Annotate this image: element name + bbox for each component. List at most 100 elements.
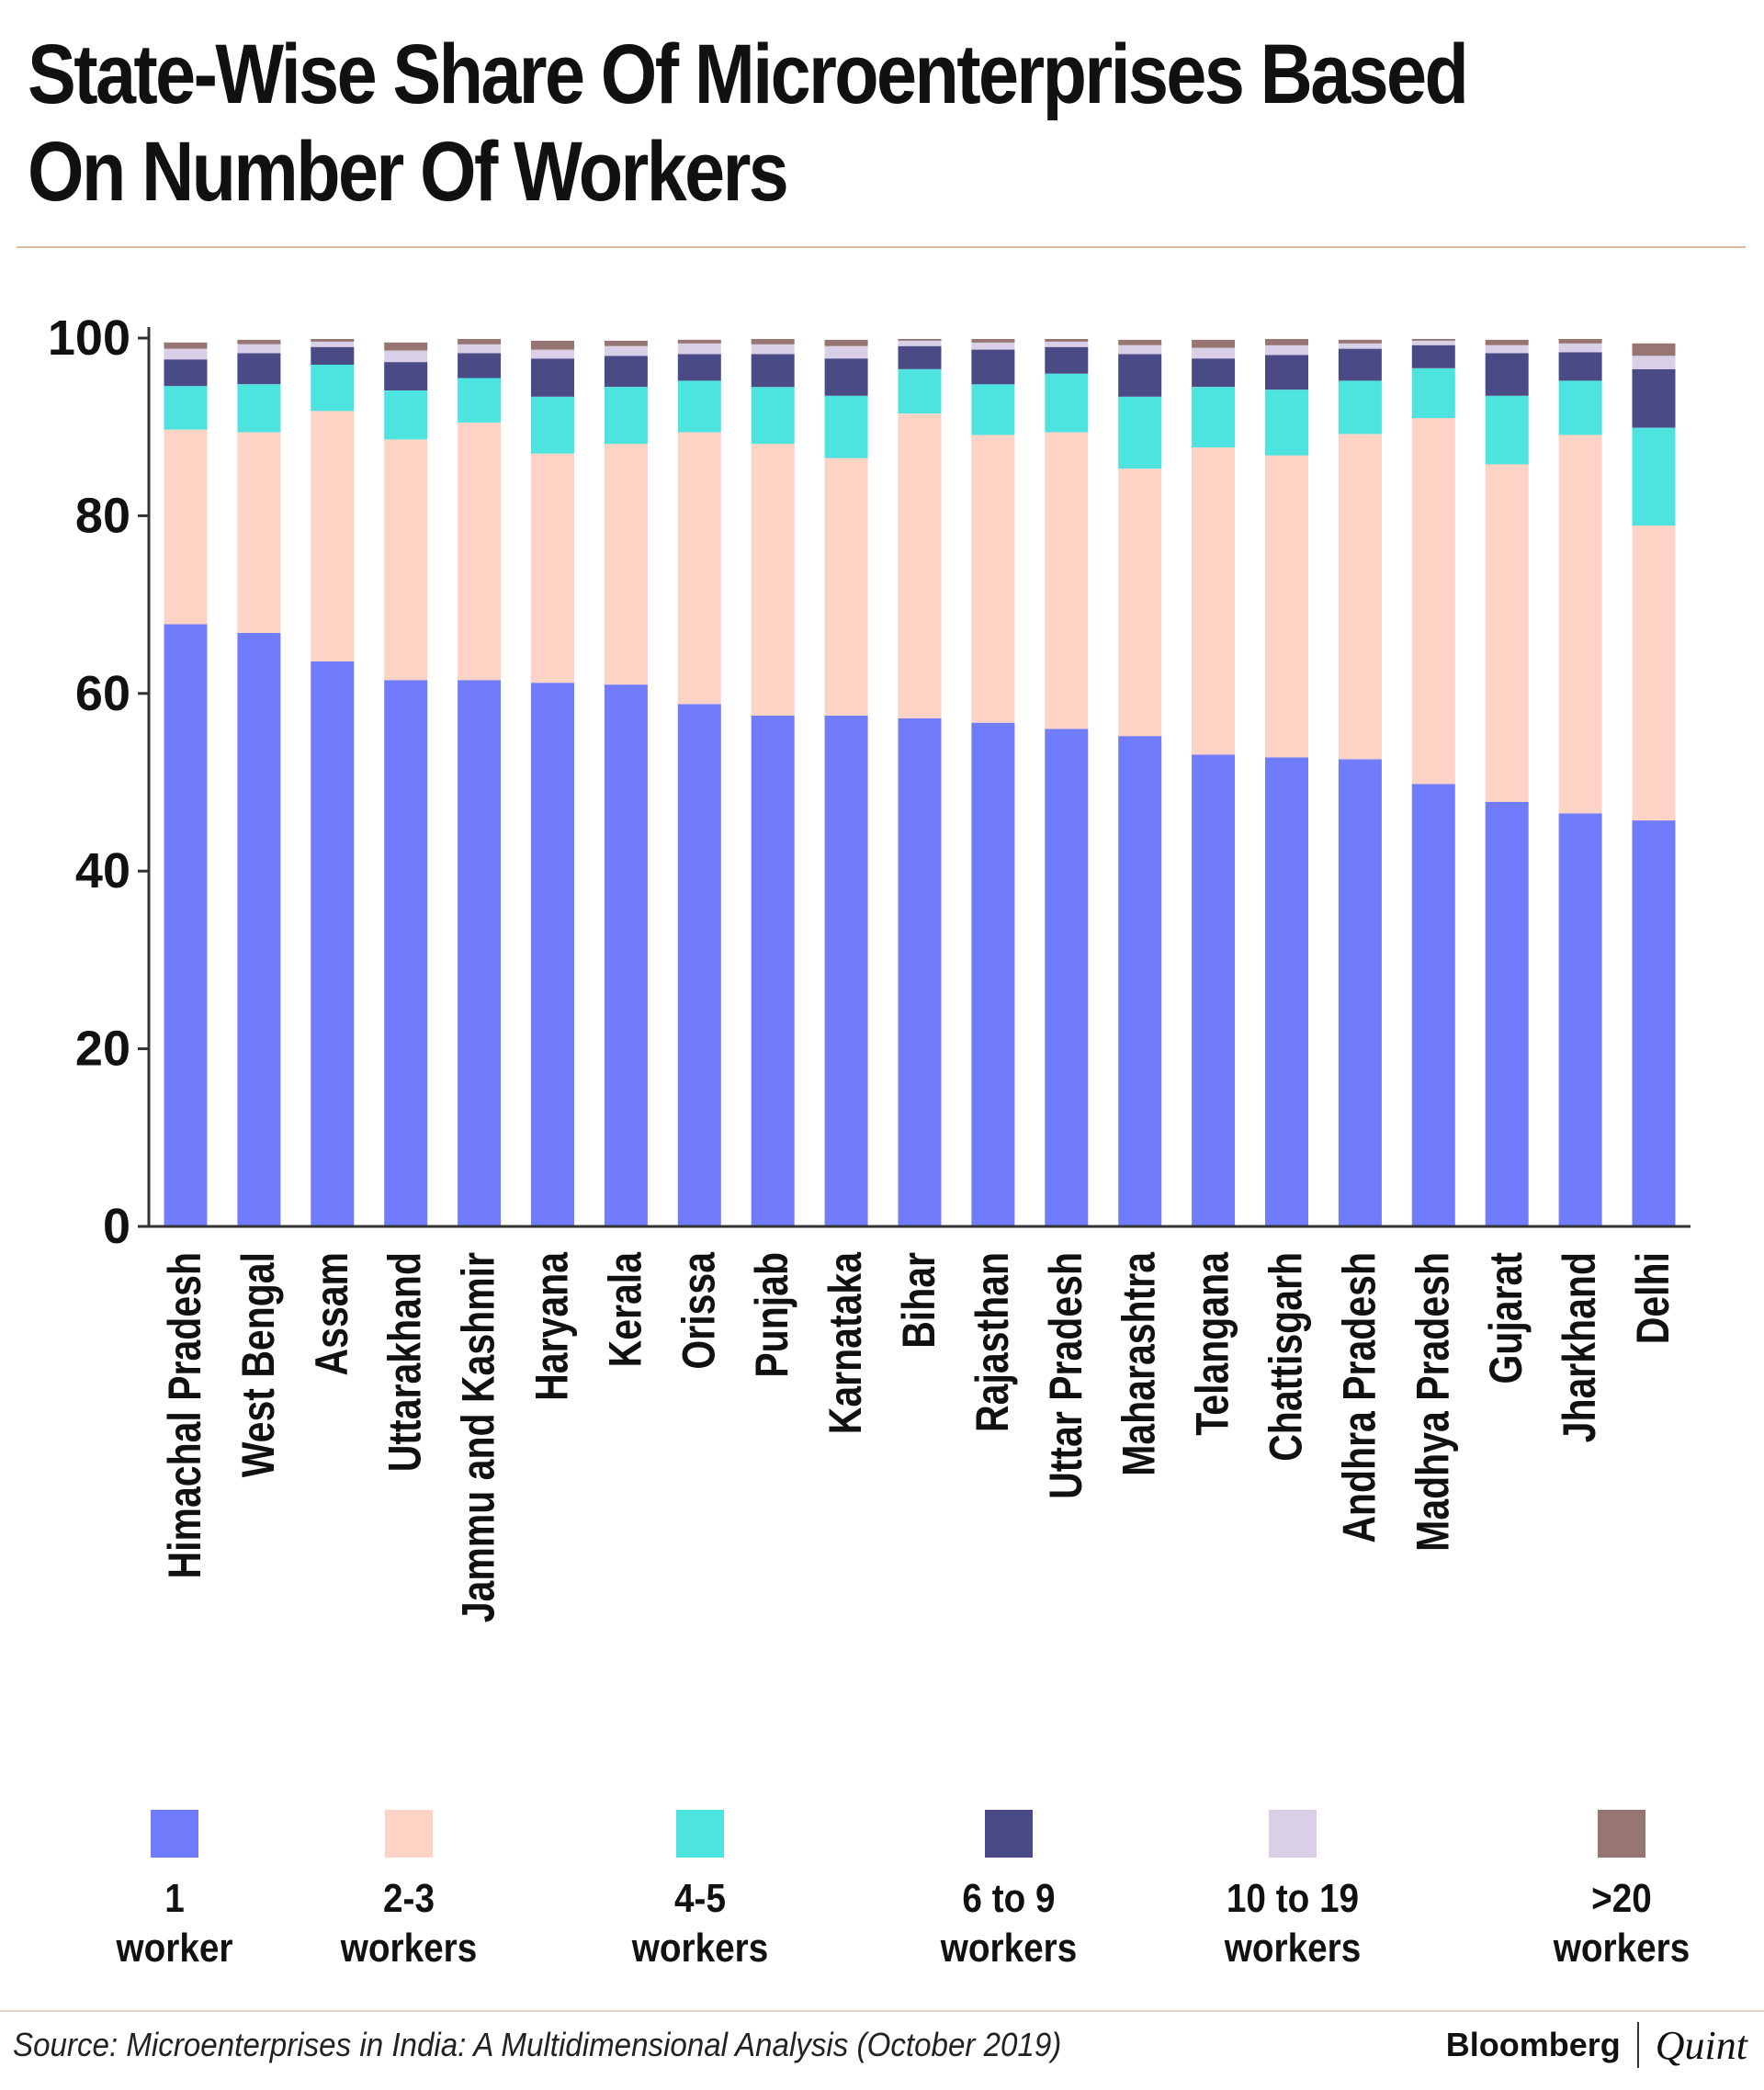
bar-segment <box>751 354 795 388</box>
stacked-bar-chart: 0 20 40 60 80 100 Himachal Pradesh West Bengal… <box>48 311 1690 1622</box>
legend-label: 10 to 19 workers <box>1195 1874 1389 1973</box>
bar-segment <box>1192 387 1236 447</box>
bar-stack <box>1411 339 1455 1226</box>
legend-item: 10 to 19 workers <box>1182 1801 1403 1973</box>
bar-stack <box>677 339 721 1226</box>
brand-divider <box>1636 2022 1639 2068</box>
legend-swatch <box>985 1810 1033 1858</box>
bar-segment <box>458 344 502 354</box>
legend-label-line: 2-3 <box>383 1876 435 1921</box>
bar-stack <box>237 339 281 1226</box>
bar-stack <box>824 339 868 1226</box>
bar-segment <box>1632 368 1676 428</box>
bar-segment <box>604 340 648 346</box>
legend-item: >20 workers <box>1511 1801 1732 1973</box>
bar-segment <box>1338 343 1382 349</box>
bar-segment <box>751 444 795 716</box>
bar-segment <box>1485 339 1529 345</box>
bar-segment <box>1118 339 1162 345</box>
bars <box>164 339 1676 1226</box>
bar-segment <box>824 458 868 716</box>
bar-segment <box>824 339 868 346</box>
bar-segment <box>751 344 795 355</box>
x-tick-label: Gujarat <box>1480 1252 1532 1384</box>
y-tick-label: 0 <box>103 1199 130 1254</box>
bar-segment <box>1338 434 1382 760</box>
legend-swatch <box>385 1810 433 1858</box>
bar-stack <box>1045 339 1089 1226</box>
bar-segment <box>1485 464 1529 802</box>
bar-segment <box>1558 435 1602 814</box>
x-tick-label: Jharkhand <box>1554 1252 1605 1442</box>
x-tick-label: Himachal Pradesh <box>159 1252 210 1578</box>
legend-label-line: 6 to 9 <box>962 1876 1056 1921</box>
bar-segment <box>458 378 502 423</box>
x-tick-label: Telangana <box>1187 1251 1238 1435</box>
bar-segment <box>1485 395 1529 465</box>
bar-segment <box>164 359 208 387</box>
bar-segment <box>384 362 428 390</box>
bar-segment <box>898 413 942 718</box>
bar-segment <box>1045 346 1089 374</box>
bar-segment <box>531 453 574 683</box>
x-tick-label: Jammu and Kashmir <box>453 1252 504 1622</box>
bar-segment <box>237 344 281 354</box>
bar-segment <box>971 722 1015 1226</box>
bar-segment <box>311 339 355 342</box>
bar-segment <box>1338 759 1382 1226</box>
bar-segment <box>824 358 868 396</box>
bar-segment <box>1632 343 1676 356</box>
y-tick-label: 100 <box>48 311 130 366</box>
bar-segment <box>1192 446 1236 755</box>
bar-segment <box>531 340 574 350</box>
bar-segment <box>1265 339 1308 345</box>
x-tick-label: Madhya Pradesh <box>1407 1252 1458 1552</box>
x-tick-label: Karnataka <box>820 1251 871 1434</box>
bar-stack <box>751 339 795 1226</box>
bar-segment <box>824 395 868 458</box>
bar-segment <box>971 349 1015 385</box>
bar-stack <box>1265 339 1308 1226</box>
bar-segment <box>1632 820 1676 1226</box>
title-divider <box>17 246 1746 248</box>
x-tick-label: Assam <box>306 1252 357 1375</box>
bar-stack <box>1558 339 1602 1226</box>
bar-segment <box>1265 390 1308 456</box>
bar-segment <box>531 349 574 359</box>
bar-segment <box>1558 352 1602 381</box>
bar-segment <box>531 358 574 397</box>
bar-segment <box>1192 339 1236 348</box>
bar-segment <box>898 368 942 414</box>
bar-segment <box>1411 340 1455 345</box>
source-note: Source: Microenterprises in India: A Mul… <box>13 2026 1062 2063</box>
bar-segment <box>1558 813 1602 1226</box>
bar-segment <box>164 429 208 625</box>
bar-segment <box>1485 353 1529 396</box>
x-tick-label: Bihar <box>893 1252 944 1349</box>
x-tick-label: Uttar Pradesh <box>1040 1252 1091 1499</box>
bar-segment <box>1118 736 1162 1226</box>
bar-segment <box>604 387 648 445</box>
bar-segment <box>1118 396 1162 469</box>
page-title: State-Wise Share Of Microenterprises Bas… <box>28 28 1469 219</box>
bar-segment <box>1411 367 1455 419</box>
bar-stack <box>311 339 355 1226</box>
bar-segment <box>1485 345 1529 354</box>
x-tick-label: West Bengal <box>232 1252 284 1477</box>
bar-segment <box>1265 757 1308 1226</box>
bar-segment <box>1632 427 1676 526</box>
x-tick-label: Kerala <box>600 1251 651 1367</box>
bar-segment <box>311 346 355 365</box>
bar-segment <box>164 386 208 430</box>
bar-segment <box>1632 356 1676 369</box>
legend-label: 4-5 workers <box>603 1874 797 1973</box>
bar-segment <box>237 339 281 345</box>
bar-stack <box>1192 339 1236 1226</box>
bar-segment <box>311 341 355 347</box>
bar-segment <box>531 396 574 454</box>
brand-bloomberg: Bloomberg <box>1445 2026 1621 2063</box>
bar-segment <box>237 384 281 433</box>
bar-segment <box>311 411 355 661</box>
legend-label-line: workers <box>1224 1926 1362 1971</box>
bar-segment <box>164 624 208 1226</box>
